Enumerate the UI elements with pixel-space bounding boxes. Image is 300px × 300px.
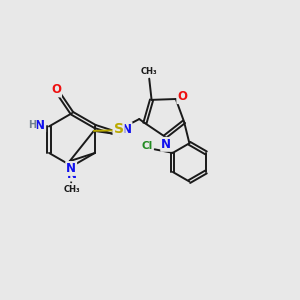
Text: CH₃: CH₃ xyxy=(64,185,80,194)
Text: N: N xyxy=(66,162,76,175)
Text: S: S xyxy=(114,122,124,136)
Text: CH₃: CH₃ xyxy=(141,67,158,76)
Text: N: N xyxy=(161,138,171,151)
Text: N: N xyxy=(67,168,77,181)
Text: Cl: Cl xyxy=(142,141,153,152)
Text: N: N xyxy=(122,123,132,136)
Text: O: O xyxy=(177,90,187,103)
Text: O: O xyxy=(51,83,61,96)
Text: N: N xyxy=(35,119,45,132)
Text: H: H xyxy=(28,120,36,130)
